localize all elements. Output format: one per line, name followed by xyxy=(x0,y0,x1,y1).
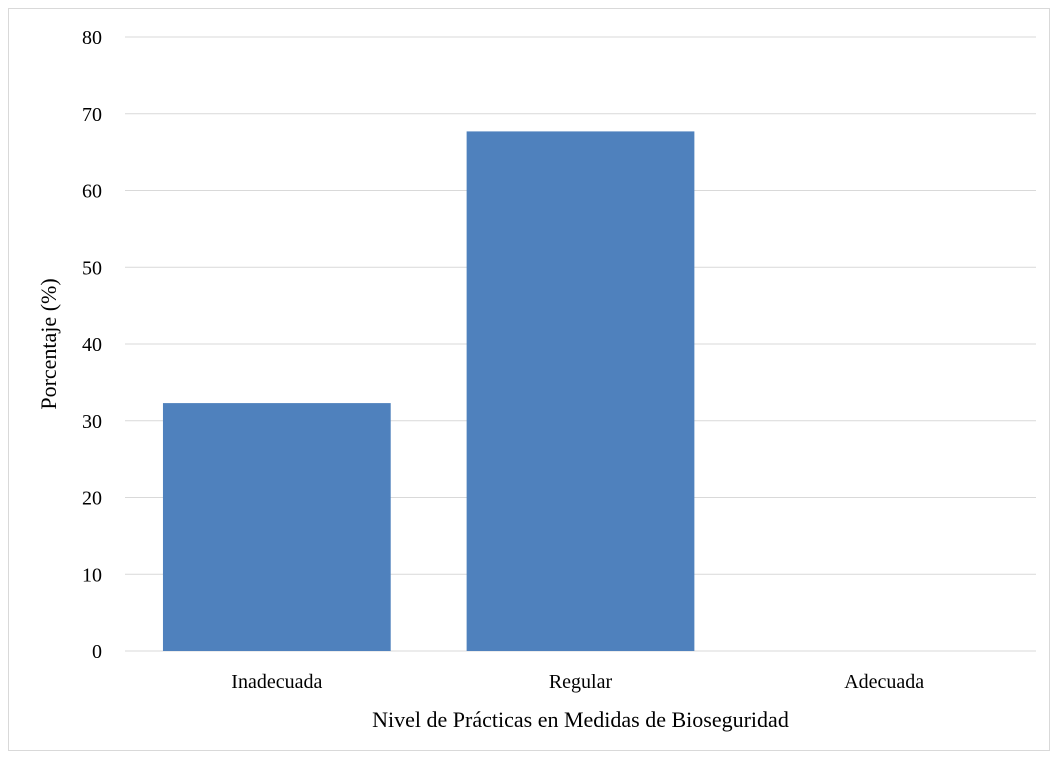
y-tick-label: 70 xyxy=(82,104,102,126)
x-tick-label: Adecuada xyxy=(844,671,924,693)
x-tick-labels: Inadecuada Regular Adecuada xyxy=(231,671,924,693)
y-axis-title: Porcentaje (%) xyxy=(36,278,61,409)
bar-regular xyxy=(466,131,695,652)
y-tick-label: 80 xyxy=(82,27,102,49)
bar-inadecuada xyxy=(162,403,391,651)
y-tick-label: 50 xyxy=(82,257,102,279)
x-tick-label: Inadecuada xyxy=(231,671,322,693)
y-tick-label: 60 xyxy=(82,181,102,203)
x-axis-title: Nivel de Prácticas en Medidas de Biosegu… xyxy=(372,707,789,732)
x-tick-label: Regular xyxy=(549,671,613,693)
bars xyxy=(162,131,695,652)
y-tick-labels: 0 10 20 30 40 50 60 70 80 xyxy=(82,27,102,663)
y-tick-label: 20 xyxy=(82,488,102,510)
y-tick-label: 10 xyxy=(82,564,102,586)
y-tick-label: 0 xyxy=(92,641,102,663)
y-tick-label: 30 xyxy=(82,411,102,433)
y-tick-label: 40 xyxy=(82,334,102,356)
